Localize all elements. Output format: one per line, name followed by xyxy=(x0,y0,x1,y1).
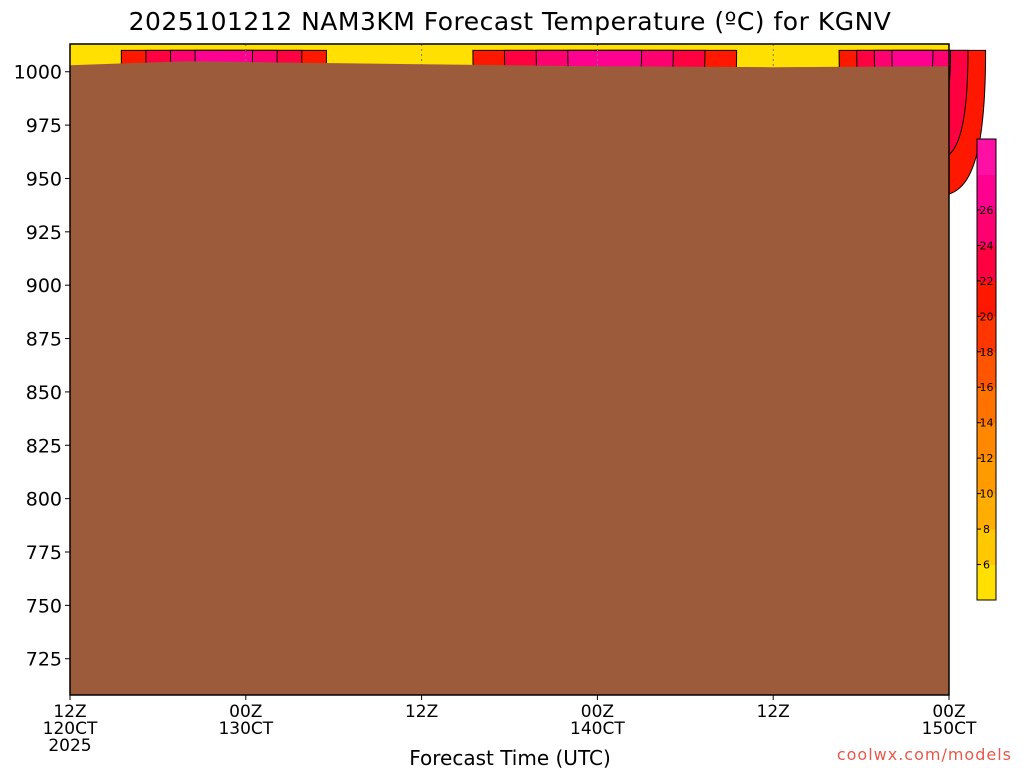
y-tick-label-800: 800 xyxy=(26,489,62,511)
x-axis-label: Forecast Time (UTC) xyxy=(409,746,611,768)
y-tick-label-1000: 1000 xyxy=(14,62,62,84)
x-tick-label-36-1: 140CT xyxy=(570,719,625,739)
colorbar-label-18: 18 xyxy=(980,346,994,359)
colorbar-segment-18 xyxy=(977,316,996,353)
x-tick-label-12-1: 130CT xyxy=(218,719,273,739)
colorbar-segment-16 xyxy=(977,351,996,388)
colorbar-segment-20 xyxy=(977,280,996,317)
colorbar-segment-22 xyxy=(977,245,996,282)
colorbar-label-12: 12 xyxy=(980,452,994,465)
x-tick-label-0-1: 120CT xyxy=(43,719,98,739)
colorbar-segment-10 xyxy=(977,458,996,495)
colorbar-segment-4 xyxy=(977,564,996,601)
colorbar-segment-6 xyxy=(977,529,996,566)
y-tick-label-850: 850 xyxy=(26,382,62,404)
y-tick-label-925: 925 xyxy=(26,222,62,244)
x-tick-label-24-0: 12Z xyxy=(405,702,438,722)
y-tick-label-875: 875 xyxy=(26,329,62,351)
colorbar-segment-8 xyxy=(977,493,996,530)
x-tick-label-0-0: 12Z xyxy=(53,702,86,722)
colorbar-label-26: 26 xyxy=(980,204,994,217)
y-tick-label-725: 725 xyxy=(26,649,62,671)
y-tick-label-900: 900 xyxy=(26,275,62,297)
chart-title: 2025101212 NAM3KM Forecast Temperature (… xyxy=(129,7,892,36)
source-credit[interactable]: coolwx.com/models xyxy=(837,745,1012,764)
x-tick-label-60-1: 150CT xyxy=(922,719,977,739)
x-tick-label-36-0: 00Z xyxy=(581,702,614,722)
colorbar-label-16: 16 xyxy=(980,381,994,394)
colorbar-frame xyxy=(976,138,997,601)
colorbar-label-20: 20 xyxy=(980,310,994,323)
x-tick-label-48-0: 12Z xyxy=(757,702,790,722)
colorbar-label-6: 6 xyxy=(983,559,990,572)
y-tick-label-750: 750 xyxy=(26,595,62,617)
colorbar-label-14: 14 xyxy=(980,417,994,430)
colorbar-segment-26 xyxy=(977,174,996,211)
y-axis: 725 750 775 800 825 850 875 900 925 950 975 1000 xyxy=(14,62,70,671)
colorbar-segment-12 xyxy=(977,422,996,459)
y-tick-label-975: 975 xyxy=(26,115,62,137)
x-tick-label-12-0: 00Z xyxy=(229,702,262,722)
colorbar-label-10: 10 xyxy=(980,488,994,501)
y-tick-label-775: 775 xyxy=(26,542,62,564)
colorbar-label-8: 8 xyxy=(983,523,990,536)
colorbar-label-22: 22 xyxy=(980,275,994,288)
x-tick-label-0-2: 2025 xyxy=(48,736,91,756)
colorbar-segment-14 xyxy=(977,387,996,424)
y-tick-label-950: 950 xyxy=(26,168,62,190)
terrain-band xyxy=(70,61,949,695)
colorbar-label-24: 24 xyxy=(980,239,994,252)
colorbar: 6 8 10 12 14 16 18 20 22 24 26 xyxy=(976,138,997,601)
y-tick-label-825: 825 xyxy=(26,435,62,457)
colorbar-segment-24 xyxy=(977,209,996,246)
x-tick-label-60-0: 00Z xyxy=(932,702,965,722)
colorbar-segment-28 xyxy=(977,139,996,175)
plot-frame xyxy=(69,43,950,696)
